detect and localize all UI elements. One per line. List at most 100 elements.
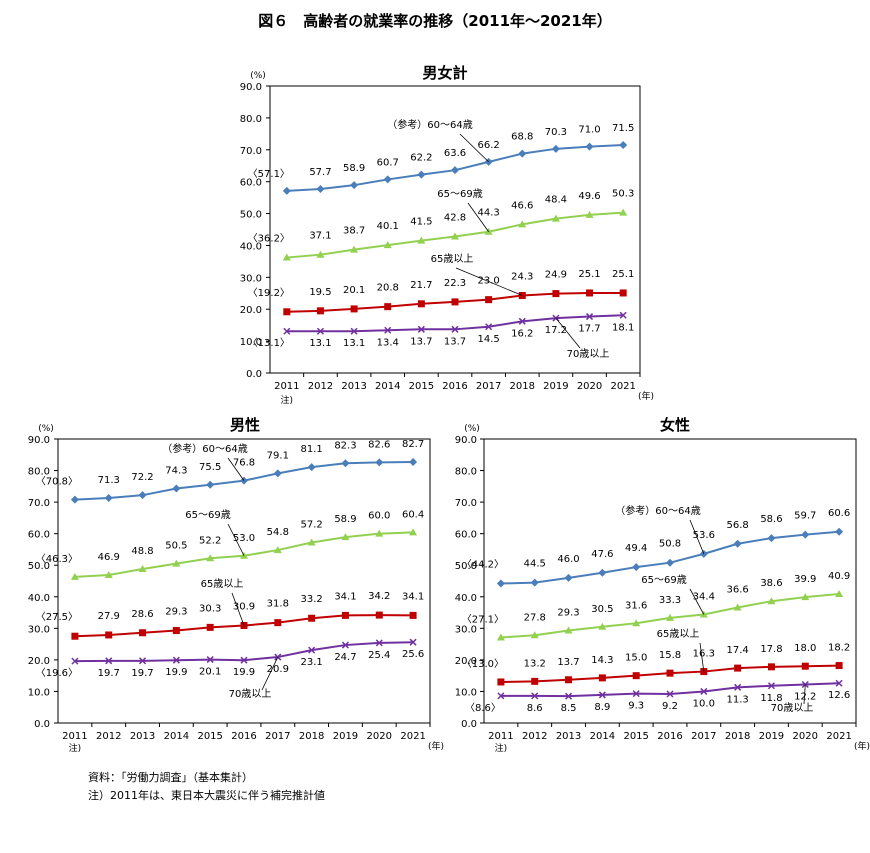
point-marker (552, 290, 560, 298)
chart-female: 0.0 10.0 20.0 30.0 40.0 50.0 60.0 70.0 80.0 90.0 2… (455, 424, 870, 754)
point-marker (767, 682, 775, 690)
data-label: 23.1 (301, 657, 323, 668)
y-tick-label: 90.0 (28, 435, 50, 446)
x-tick-label: 2019 (543, 381, 568, 392)
y-tick-label: 50.0 (240, 210, 262, 221)
data-label: 50.5 (165, 541, 187, 552)
data-label: 81.1 (301, 444, 323, 455)
point-marker (417, 300, 425, 308)
x-unit: (年) (428, 740, 444, 752)
series-name-label: （参考）60～64歳 (387, 118, 472, 131)
data-label: 82.6 (368, 439, 390, 450)
x-tick-label: 2020 (577, 381, 602, 392)
point-marker (451, 325, 459, 333)
point-marker (518, 220, 527, 228)
point-marker (172, 627, 180, 635)
y-tick-label: 60.0 (28, 530, 50, 541)
data-label: 76.8 (233, 458, 255, 469)
point-marker (139, 657, 147, 665)
x-tick-label: 2013 (130, 731, 155, 742)
data-label: 20.8 (377, 283, 399, 294)
data-label: 57.2 (301, 520, 323, 531)
y-tick-label: 0.0 (34, 719, 50, 730)
x-tick-label: 2012 (308, 381, 333, 392)
point-marker (733, 539, 742, 548)
data-label: 〈44.2〉 (462, 559, 504, 571)
point-marker (138, 565, 147, 573)
point-marker (619, 311, 627, 319)
data-label: 8.6 (527, 703, 543, 714)
y-tick-label: 0.0 (461, 719, 477, 730)
point-marker (316, 185, 325, 194)
y-tick-label: 60.0 (455, 530, 477, 541)
data-label: 15.0 (625, 653, 647, 664)
data-label: 16.2 (511, 328, 533, 339)
point-marker (585, 210, 594, 218)
point-marker (497, 678, 505, 686)
data-label: 31.8 (267, 599, 289, 610)
data-label: 22.3 (444, 278, 466, 289)
point-marker (70, 572, 79, 580)
callout-line (227, 457, 245, 481)
data-label: 54.8 (267, 527, 289, 538)
x-note-2011: 注) (495, 742, 508, 754)
x-tick-label: 2015 (409, 381, 434, 392)
data-label: 20.1 (343, 285, 365, 296)
series-name-label: 65～69歳 (437, 188, 482, 200)
series-name-label: 70歳以上 (229, 688, 272, 700)
chart-total: 0.0 10.0 20.0 30.0 40.0 50.0 60.0 70.0 80.0 90.0 2… (240, 71, 654, 406)
point-marker (104, 571, 113, 579)
data-label: 11.3 (727, 694, 749, 705)
data-label: 42.8 (444, 213, 466, 224)
y-tick-label: 30.0 (240, 273, 262, 284)
series-name-label: 70歳以上 (771, 702, 814, 714)
y-unit: (%) (464, 424, 480, 434)
callout-line (699, 642, 705, 672)
data-label: 37.1 (309, 231, 331, 242)
point-marker (531, 692, 539, 700)
point-marker (451, 232, 459, 240)
point-marker (308, 646, 316, 654)
point-marker (586, 313, 594, 321)
data-label: 31.6 (625, 600, 647, 611)
point-marker (409, 528, 418, 536)
data-label: 8.5 (561, 703, 577, 714)
point-marker (632, 690, 640, 698)
chart-title-total: 男女計 (422, 64, 468, 82)
point-marker (801, 593, 810, 601)
point-marker (835, 589, 844, 597)
point-marker (767, 597, 776, 605)
data-label: 63.6 (444, 148, 466, 159)
point-marker (206, 554, 215, 562)
data-label: 〈36.2〉 (248, 233, 290, 245)
point-marker (619, 208, 628, 216)
point-marker (307, 463, 316, 472)
y-tick-label: 80.0 (240, 114, 262, 125)
data-label: 17.2 (545, 325, 567, 336)
data-label: 19.9 (165, 667, 187, 678)
data-label: 〈70.8〉 (36, 476, 78, 488)
data-label: 20.1 (199, 667, 221, 678)
point-marker (835, 662, 843, 670)
point-marker (240, 656, 248, 664)
point-marker (767, 534, 776, 543)
x-tick-label: 2014 (590, 731, 615, 742)
data-label: 24.3 (511, 272, 533, 283)
data-label: 49.6 (578, 191, 600, 202)
point-marker (172, 656, 180, 664)
data-label: 68.8 (511, 132, 533, 143)
data-label: 25.1 (612, 269, 634, 280)
data-label: 20.9 (267, 664, 289, 675)
data-label: 29.3 (165, 607, 187, 618)
point-marker (172, 559, 181, 567)
y-tick-label: 0.0 (246, 369, 262, 380)
x-tick-label: 2021 (400, 731, 425, 742)
point-marker (598, 691, 606, 699)
point-marker (632, 563, 641, 572)
data-label: 〈27.5〉 (36, 611, 78, 623)
point-marker (350, 181, 359, 190)
data-label: 25.6 (402, 649, 424, 660)
x-tick-label: 2015 (623, 731, 648, 742)
point-marker (274, 619, 282, 627)
y-tick-label: 40.0 (455, 593, 477, 604)
